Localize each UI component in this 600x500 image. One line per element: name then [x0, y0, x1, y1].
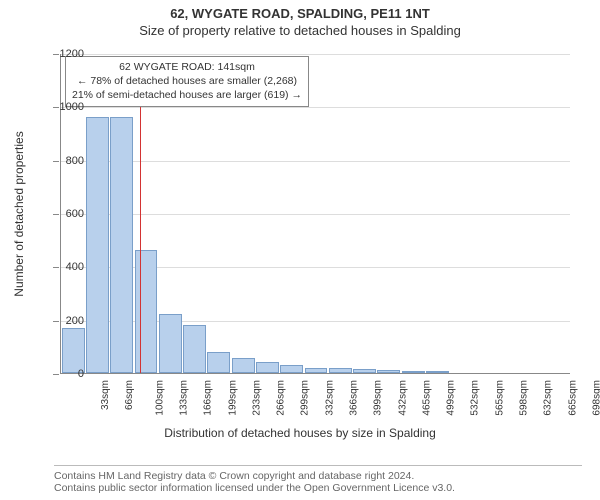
x-tick-label: 233sqm: [251, 380, 262, 416]
x-tick-label: 399sqm: [373, 380, 384, 416]
y-tick: [53, 321, 59, 322]
x-tick-label: 565sqm: [494, 380, 505, 416]
y-tick: [53, 374, 59, 375]
x-tick-label: 532sqm: [470, 380, 481, 416]
histogram-bar: [207, 352, 230, 373]
annotation-box: 62 WYGATE ROAD: 141sqm ← 78% of detached…: [65, 56, 309, 107]
y-tick-label: 1200: [60, 48, 84, 60]
y-tick-label: 0: [78, 368, 84, 380]
y-tick-label: 800: [66, 155, 84, 167]
x-tick-label: 299sqm: [300, 380, 311, 416]
x-tick-label: 698sqm: [591, 380, 600, 416]
y-tick: [53, 54, 59, 55]
x-tick-label: 166sqm: [203, 380, 214, 416]
footer-line-2: Contains public sector information licen…: [54, 482, 582, 494]
x-tick-label: 465sqm: [421, 380, 432, 416]
x-tick-label: 432sqm: [397, 380, 408, 416]
gridline: [61, 161, 570, 162]
x-tick-label: 100sqm: [154, 380, 165, 416]
footer-line-1: Contains HM Land Registry data © Crown c…: [54, 470, 582, 482]
histogram-bar: [256, 362, 279, 373]
x-tick-label: 33sqm: [100, 380, 111, 410]
annotation-line-1: 62 WYGATE ROAD: 141sqm: [72, 60, 302, 74]
y-tick: [53, 214, 59, 215]
histogram-bar: [305, 368, 328, 373]
property-marker-line: [140, 101, 141, 373]
gridline: [61, 107, 570, 108]
histogram-bar: [183, 325, 206, 373]
histogram-bar: [329, 368, 352, 373]
x-tick-label: 133sqm: [179, 380, 190, 416]
y-axis-label: Number of detached properties: [12, 131, 26, 296]
annotation-line-3: 21% of semi-detached houses are larger (…: [72, 88, 302, 102]
x-tick-label: 66sqm: [124, 380, 135, 410]
y-tick: [53, 267, 59, 268]
y-tick-label: 400: [66, 261, 84, 273]
plot-area: 62 WYGATE ROAD: 141sqm ← 78% of detached…: [60, 54, 570, 374]
histogram-chart: Number of detached properties 62 WYGATE …: [0, 44, 600, 424]
x-tick-label: 499sqm: [446, 380, 457, 416]
page-subtitle: Size of property relative to detached ho…: [0, 23, 600, 38]
y-tick-label: 200: [66, 315, 84, 327]
gridline: [61, 214, 570, 215]
histogram-bar: [135, 250, 158, 373]
histogram-bar: [377, 370, 400, 373]
chart-footer: Contains HM Land Registry data © Crown c…: [54, 465, 582, 494]
histogram-bar: [86, 117, 109, 373]
page-title: 62, WYGATE ROAD, SPALDING, PE11 1NT: [0, 6, 600, 21]
histogram-bar: [353, 369, 376, 373]
histogram-bar: [62, 328, 85, 373]
annotation-line-2: ← 78% of detached houses are smaller (2,…: [72, 74, 302, 88]
x-tick-label: 366sqm: [349, 380, 360, 416]
histogram-bar: [280, 365, 303, 373]
histogram-bar: [232, 358, 255, 373]
y-tick: [53, 161, 59, 162]
histogram-bar: [110, 117, 133, 373]
chart-header: 62, WYGATE ROAD, SPALDING, PE11 1NT Size…: [0, 0, 600, 38]
gridline: [61, 54, 570, 55]
x-axis-label: Distribution of detached houses by size …: [0, 426, 600, 440]
x-tick-label: 665sqm: [567, 380, 578, 416]
x-tick-label: 266sqm: [276, 380, 287, 416]
y-tick-label: 600: [66, 208, 84, 220]
x-tick-label: 598sqm: [519, 380, 530, 416]
histogram-bar: [426, 371, 449, 373]
y-tick: [53, 107, 59, 108]
x-tick-label: 332sqm: [324, 380, 335, 416]
histogram-bar: [159, 314, 182, 373]
y-tick-label: 1000: [60, 101, 84, 113]
x-tick-label: 632sqm: [543, 380, 554, 416]
x-tick-label: 199sqm: [227, 380, 238, 416]
histogram-bar: [402, 371, 425, 373]
